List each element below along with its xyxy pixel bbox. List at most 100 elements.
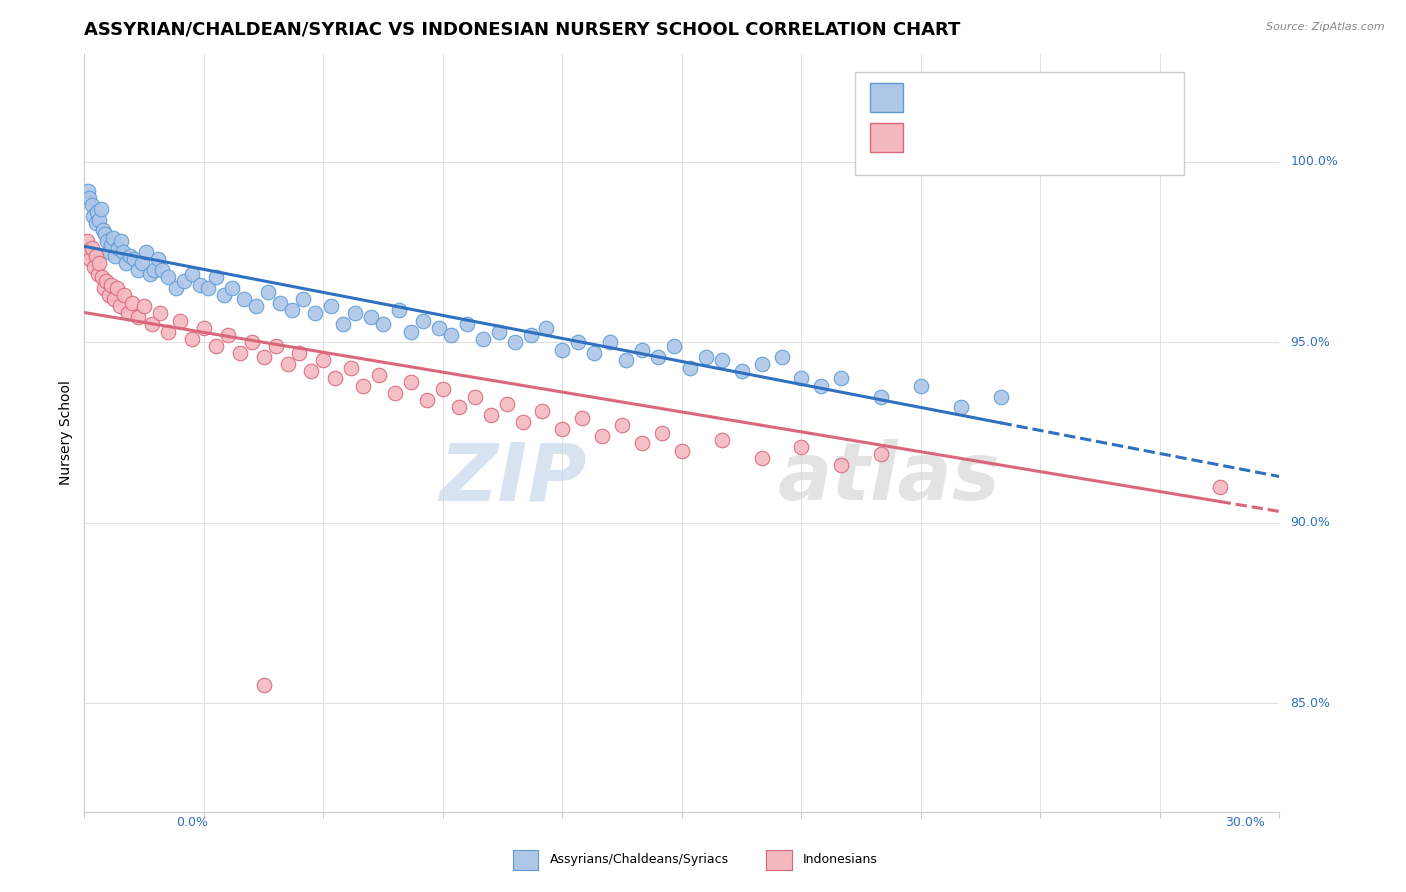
Point (143, 263, 166, 277)
Point (77, 245, 100, 260)
Text: ASSYRIAN/CHALDEAN/SYRIAC VS INDONESIAN NURSERY SCHOOL CORRELATION CHART: ASSYRIAN/CHALDEAN/SYRIAC VS INDONESIAN N… (84, 21, 960, 38)
Point (94, 227, 117, 241)
Point (83, 260, 105, 274)
Text: R = -0.166   N =  66: R = -0.166 N = 66 (917, 129, 1099, 145)
Text: 0.0%: 0.0% (176, 816, 208, 830)
Point (910, 378, 932, 392)
Point (583, 346, 606, 360)
Point (292, 292, 315, 306)
Point (117, 306, 139, 320)
Point (205, 339, 228, 353)
Point (412, 314, 434, 328)
Point (173, 274, 195, 288)
Point (277, 357, 299, 371)
Point (90, 270, 112, 285)
Point (253, 678, 276, 692)
Point (141, 318, 163, 332)
Point (388, 302, 411, 317)
Point (870, 447, 893, 461)
Point (340, 360, 363, 375)
Point (399, 375, 422, 389)
Point (280, 302, 302, 317)
Point (1209, 480, 1232, 494)
Point (115, 256, 138, 270)
Point (80, 198, 103, 212)
Point (447, 401, 470, 415)
Point (256, 285, 278, 299)
Point (122, 252, 145, 267)
Point (107, 242, 129, 256)
Point (157, 325, 180, 339)
Point (100, 277, 122, 292)
Point (360, 310, 382, 324)
Point (139, 267, 162, 281)
Point (101, 230, 124, 244)
Point (352, 378, 374, 392)
Point (614, 353, 637, 368)
Point (990, 390, 1012, 404)
Point (790, 440, 813, 454)
Point (519, 328, 541, 343)
Y-axis label: Nursery School: Nursery School (59, 380, 73, 485)
Point (89, 212, 111, 227)
Point (344, 306, 367, 320)
Point (217, 328, 239, 343)
Point (551, 422, 574, 436)
Point (79, 252, 101, 267)
Point (651, 425, 673, 440)
Point (751, 450, 773, 465)
Point (790, 371, 813, 385)
Point (82, 209, 104, 223)
Text: Assyrians/Chaldeans/Syriacs: Assyrians/Chaldeans/Syriacs (550, 854, 728, 866)
Point (710, 433, 733, 447)
Point (240, 335, 263, 350)
Point (181, 332, 204, 346)
Point (169, 314, 191, 328)
Point (591, 429, 613, 443)
Point (232, 292, 254, 306)
Text: 30.0%: 30.0% (1226, 816, 1265, 830)
Point (132, 299, 156, 313)
Text: 100.0%: 100.0% (1291, 155, 1339, 169)
Point (269, 295, 291, 310)
Point (105, 281, 128, 295)
Point (121, 295, 143, 310)
Text: 85.0%: 85.0% (1291, 697, 1330, 710)
Point (456, 318, 478, 332)
Point (471, 332, 494, 346)
Point (135, 245, 157, 260)
Point (671, 443, 693, 458)
Point (710, 353, 733, 368)
Point (193, 321, 215, 335)
Text: Source: ZipAtlas.com: Source: ZipAtlas.com (1267, 22, 1385, 32)
Point (110, 234, 132, 248)
Text: 95.0%: 95.0% (1291, 336, 1330, 349)
Point (245, 299, 267, 313)
Point (531, 404, 554, 418)
Point (221, 281, 243, 295)
Point (679, 360, 702, 375)
Point (810, 378, 832, 392)
Point (93, 223, 115, 237)
Point (373, 318, 395, 332)
Point (599, 335, 621, 350)
Point (647, 350, 669, 364)
Point (157, 270, 180, 285)
Point (103, 292, 125, 306)
Point (86, 205, 108, 219)
Point (399, 325, 422, 339)
Point (150, 263, 173, 277)
Point (87, 267, 110, 281)
Point (830, 458, 852, 472)
Point (695, 350, 717, 364)
Point (264, 339, 287, 353)
Point (89, 256, 111, 270)
Text: Indonesians: Indonesians (803, 854, 877, 866)
Point (205, 270, 228, 285)
Point (949, 401, 972, 415)
Point (146, 252, 169, 267)
Point (870, 390, 893, 404)
Point (188, 277, 211, 292)
Point (503, 335, 526, 350)
FancyBboxPatch shape (869, 83, 903, 112)
